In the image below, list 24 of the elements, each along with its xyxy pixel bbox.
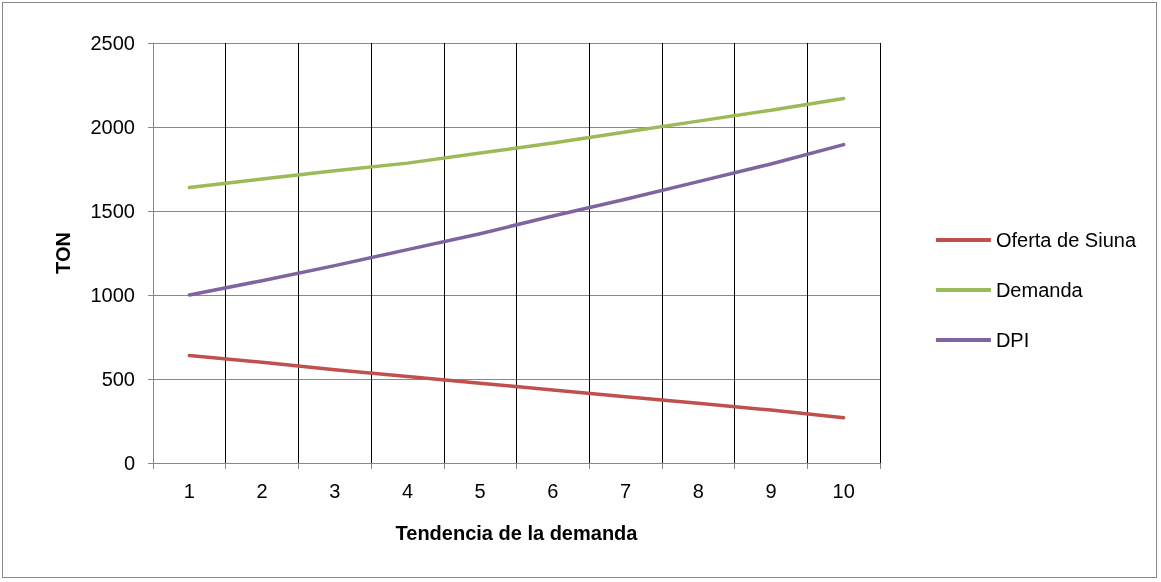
- legend-label: Demanda: [995, 279, 1084, 301]
- y-tick-label: 0: [123, 452, 135, 474]
- legend-label: Oferta de Siuna: [995, 229, 1137, 251]
- y-tick-label: 2000: [90, 116, 135, 138]
- x-axis-title: Tendencia de la demanda: [395, 522, 639, 544]
- y-tick-label: 1000: [90, 284, 135, 306]
- x-tick-label: 5: [474, 480, 486, 502]
- line-series: [187, 96, 846, 190]
- x-tick-label: 9: [765, 480, 777, 502]
- y-tick-label: 500: [101, 368, 135, 390]
- legend-label: DPI: [995, 329, 1030, 351]
- line-series: [187, 353, 846, 420]
- x-tick-label: 1: [183, 480, 195, 502]
- y-tick-label: 2500: [90, 32, 135, 54]
- x-tick-label: 7: [619, 480, 632, 502]
- x-tick-label: 10: [832, 480, 855, 502]
- x-tick-label: 8: [692, 480, 704, 502]
- y-tick-label: 1500: [90, 200, 135, 222]
- x-tick-label: 4: [401, 480, 414, 502]
- line-series: [187, 142, 846, 297]
- x-tick-label: 6: [547, 480, 559, 502]
- y-axis-title: TON: [52, 232, 74, 274]
- x-tick-label: 2: [256, 480, 268, 502]
- x-tick-label: 3: [329, 480, 341, 502]
